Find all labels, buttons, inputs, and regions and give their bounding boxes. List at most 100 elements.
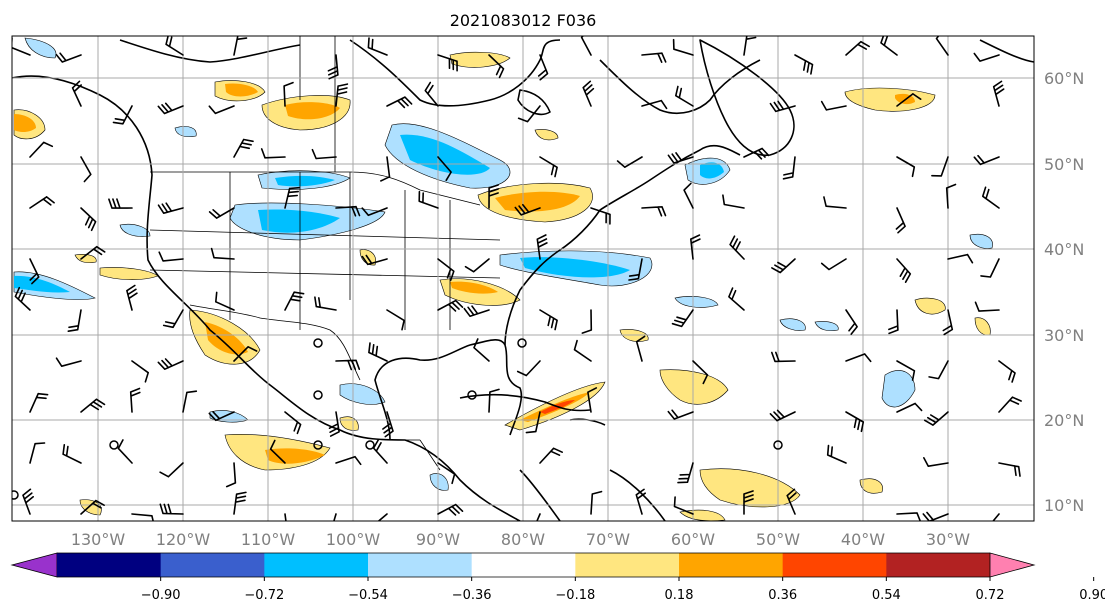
- wind-barb: [743, 147, 770, 160]
- wind-barb: [820, 100, 847, 111]
- wind-barb: [922, 511, 949, 521]
- wind-barb: [361, 254, 388, 266]
- wind-barb: [22, 488, 34, 515]
- wind-barb: [208, 105, 235, 115]
- wind-barb: [386, 96, 413, 109]
- wind-barb: [743, 36, 757, 56]
- contour-negative: [174, 126, 197, 138]
- contour-positive: [265, 448, 325, 464]
- wind-barb: [690, 234, 701, 260]
- lat-label: 40°N: [1044, 240, 1084, 259]
- wind-barb: [269, 439, 286, 464]
- wind-barb: [208, 207, 235, 219]
- wind-barb: [328, 411, 340, 437]
- wind-barb: [782, 156, 796, 180]
- contour-negative: [258, 209, 340, 233]
- wind-barb: [284, 411, 302, 435]
- wind-barb: [945, 183, 957, 209]
- wind-barb: [923, 457, 949, 467]
- wind-barb: [12, 37, 31, 56]
- colorbar-tick-label: 0.72: [976, 588, 1005, 603]
- contour-negative: [14, 275, 70, 293]
- wind-barb: [380, 156, 391, 182]
- contour-negative: [779, 318, 806, 331]
- wind-barb: [382, 411, 394, 438]
- wind-barb: [928, 360, 949, 380]
- wind-barb: [473, 338, 490, 362]
- wind-barb: [162, 309, 184, 329]
- contour-negative: [275, 175, 335, 187]
- wind-barb: [108, 198, 133, 209]
- wind-barb: [516, 360, 541, 377]
- wind-barb: [587, 387, 598, 413]
- political-borders: [149, 36, 501, 471]
- wind-barb: [233, 346, 258, 362]
- wind-barb: [845, 411, 865, 433]
- wind-barb: [896, 93, 922, 107]
- lon-label: 50°W: [756, 530, 800, 549]
- wind-barb: [377, 513, 388, 521]
- wind-barb: [677, 462, 694, 484]
- shaded-contours: [13, 37, 993, 521]
- wind-barb: [671, 309, 694, 328]
- wind-barb: [157, 102, 184, 115]
- wind-barb: [80, 156, 92, 183]
- wind-barb: [635, 335, 646, 362]
- wind-barb: [284, 291, 305, 311]
- wind-barb: [215, 291, 235, 311]
- wind-barb: [62, 444, 82, 464]
- wind-barb: [536, 234, 548, 260]
- wind-barb: [845, 309, 858, 335]
- wind-barb: [210, 247, 235, 260]
- wind-barb: [923, 411, 949, 426]
- wind-barb: [820, 258, 847, 271]
- wind-barb: [131, 360, 149, 383]
- wind-barb: [537, 54, 549, 81]
- wind-barb: [29, 141, 54, 158]
- contour-negative: [700, 162, 724, 179]
- wind-barb: [55, 357, 82, 367]
- wind-barb: [539, 309, 558, 331]
- colorbar-tick-label: −0.54: [348, 588, 388, 603]
- contour-positive: [79, 499, 102, 516]
- wind-barb: [769, 409, 796, 422]
- wind-barb: [283, 81, 294, 107]
- wind-barb: [284, 513, 287, 521]
- contour-negative: [339, 383, 386, 405]
- lon-label: 120°W: [156, 530, 211, 549]
- wind-barb: [769, 100, 796, 113]
- contour-positive: [534, 129, 559, 141]
- colorbar-segment: [264, 553, 369, 577]
- wind-barb: [157, 202, 184, 214]
- wind-barb: [974, 301, 1000, 312]
- wind-barb: [743, 490, 754, 515]
- wind-barb: [233, 36, 248, 56]
- wind-barb: [826, 444, 847, 464]
- wind-barb: [67, 309, 82, 332]
- colorbar-segment: [679, 553, 784, 577]
- colorbar-outline: [57, 552, 990, 578]
- wind-barb: [157, 358, 184, 370]
- wind-barb: [361, 207, 388, 217]
- lon-label: 40°W: [841, 530, 885, 549]
- wind-barb: [159, 462, 184, 478]
- wind-barb: [437, 156, 452, 182]
- wind-barb: [539, 447, 563, 464]
- wind-barb: [386, 309, 405, 331]
- wind-barb: [80, 499, 105, 515]
- wind-barb: [488, 184, 499, 209]
- lon-label: 80°W: [501, 530, 545, 549]
- wind-barb: [437, 54, 458, 72]
- contour-positive: [225, 83, 258, 97]
- lat-label: 20°N: [1044, 411, 1084, 430]
- wind-barb: [335, 359, 361, 371]
- wind-barb: [935, 36, 949, 56]
- colorbar-tick-label: 0.90: [1079, 588, 1105, 603]
- wind-barb: [895, 207, 906, 234]
- wind-barb: [628, 258, 643, 281]
- wind-barb: [641, 99, 668, 110]
- wind-barb: [672, 38, 694, 56]
- lon-label: 30°W: [926, 530, 970, 549]
- colorbar-segment: [575, 553, 680, 577]
